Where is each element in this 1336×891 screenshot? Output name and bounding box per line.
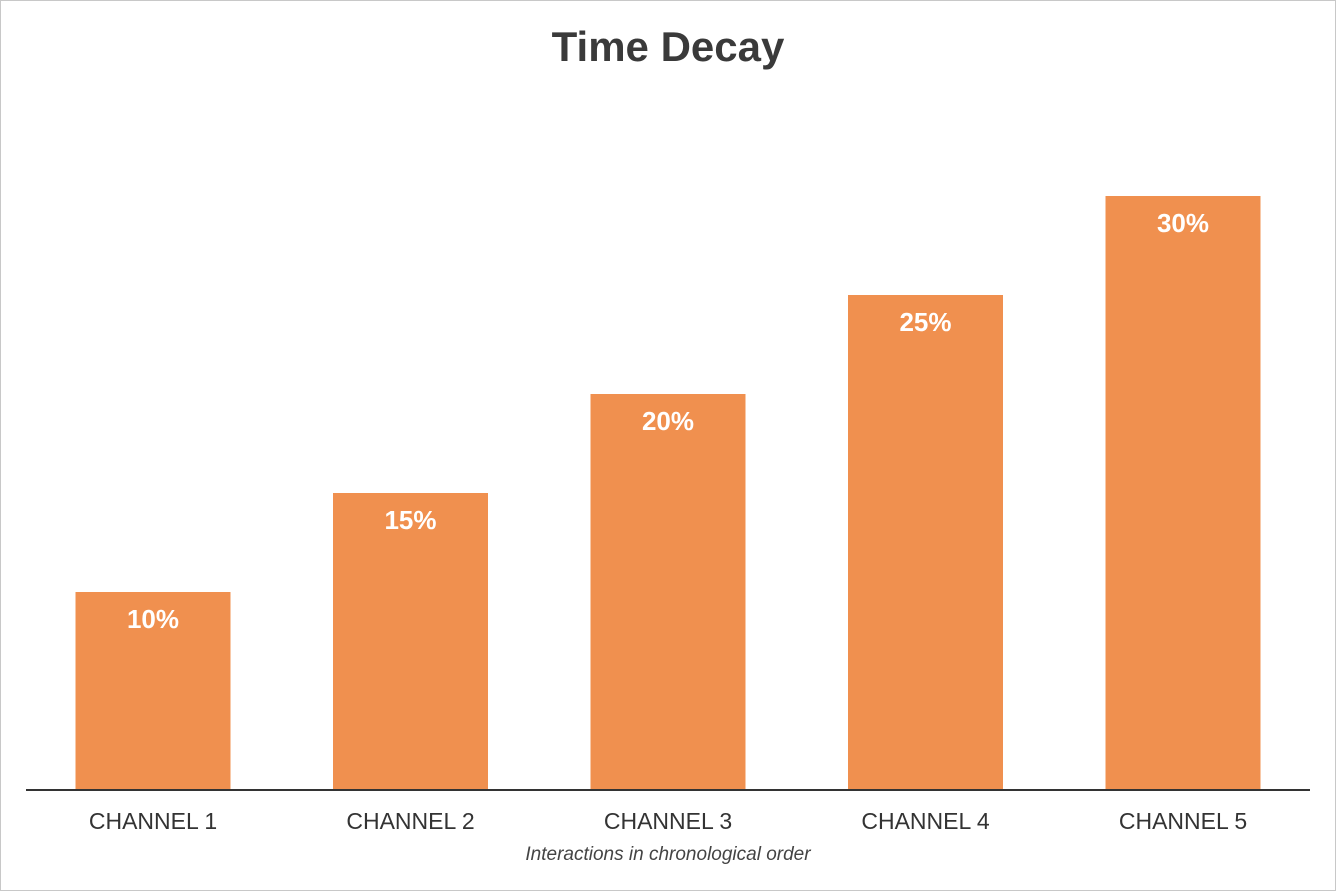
category-labels-group: CHANNEL 1 CHANNEL 2 CHANNEL 3 CHANNEL 4 CHAN…	[89, 808, 1247, 834]
data-label-1: 10%	[127, 604, 179, 634]
bar-2	[333, 493, 488, 790]
category-label-3: CHANNEL 3	[604, 808, 732, 834]
bar-3	[590, 394, 746, 790]
bar-5	[1105, 196, 1261, 790]
x-axis-label: Interactions in chronological order	[525, 844, 811, 865]
data-label-5: 30%	[1157, 208, 1209, 238]
category-label-4: CHANNEL 4	[861, 808, 989, 834]
data-label-3: 20%	[642, 406, 694, 436]
chart-title: Time Decay	[552, 23, 785, 70]
category-label-2: CHANNEL 2	[346, 808, 474, 834]
bar-1	[75, 592, 231, 790]
bar-4	[848, 295, 1003, 790]
data-label-2: 15%	[384, 505, 436, 535]
category-label-5: CHANNEL 5	[1119, 808, 1247, 834]
data-label-4: 25%	[899, 307, 951, 337]
category-label-1: CHANNEL 1	[89, 808, 217, 834]
bars-group: 10% 15% 20% 25% 30%	[75, 196, 1261, 790]
